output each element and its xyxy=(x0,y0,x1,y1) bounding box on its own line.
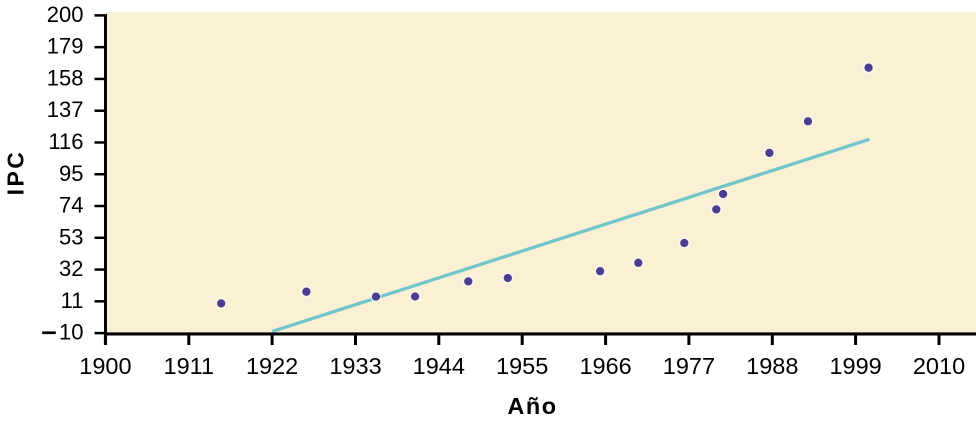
svg-text:74: 74 xyxy=(59,193,83,218)
svg-text:1944: 1944 xyxy=(413,353,465,379)
svg-text:1977: 1977 xyxy=(663,353,715,379)
svg-text:1966: 1966 xyxy=(579,353,631,379)
svg-text:200: 200 xyxy=(47,2,84,27)
svg-text:1988: 1988 xyxy=(746,353,798,379)
svg-text:11: 11 xyxy=(61,288,84,313)
svg-text:1922: 1922 xyxy=(246,353,298,379)
svg-text:158: 158 xyxy=(47,65,84,90)
svg-text:32: 32 xyxy=(59,256,83,281)
svg-text:116: 116 xyxy=(48,129,83,154)
svg-text:179: 179 xyxy=(47,34,84,59)
svg-text:95: 95 xyxy=(59,161,83,186)
svg-text:53: 53 xyxy=(59,224,83,249)
svg-text:1900: 1900 xyxy=(79,353,131,379)
svg-text:1955: 1955 xyxy=(496,353,548,379)
svg-text:2010: 2010 xyxy=(913,353,965,379)
svg-text:Año: Año xyxy=(507,393,557,419)
svg-text:1999: 1999 xyxy=(829,353,881,379)
svg-text:1933: 1933 xyxy=(329,353,381,379)
svg-text:137: 137 xyxy=(47,97,84,122)
svg-text:1911: 1911 xyxy=(164,353,215,379)
svg-text:IPC: IPC xyxy=(2,150,28,196)
svg-text:10: 10 xyxy=(59,320,83,345)
